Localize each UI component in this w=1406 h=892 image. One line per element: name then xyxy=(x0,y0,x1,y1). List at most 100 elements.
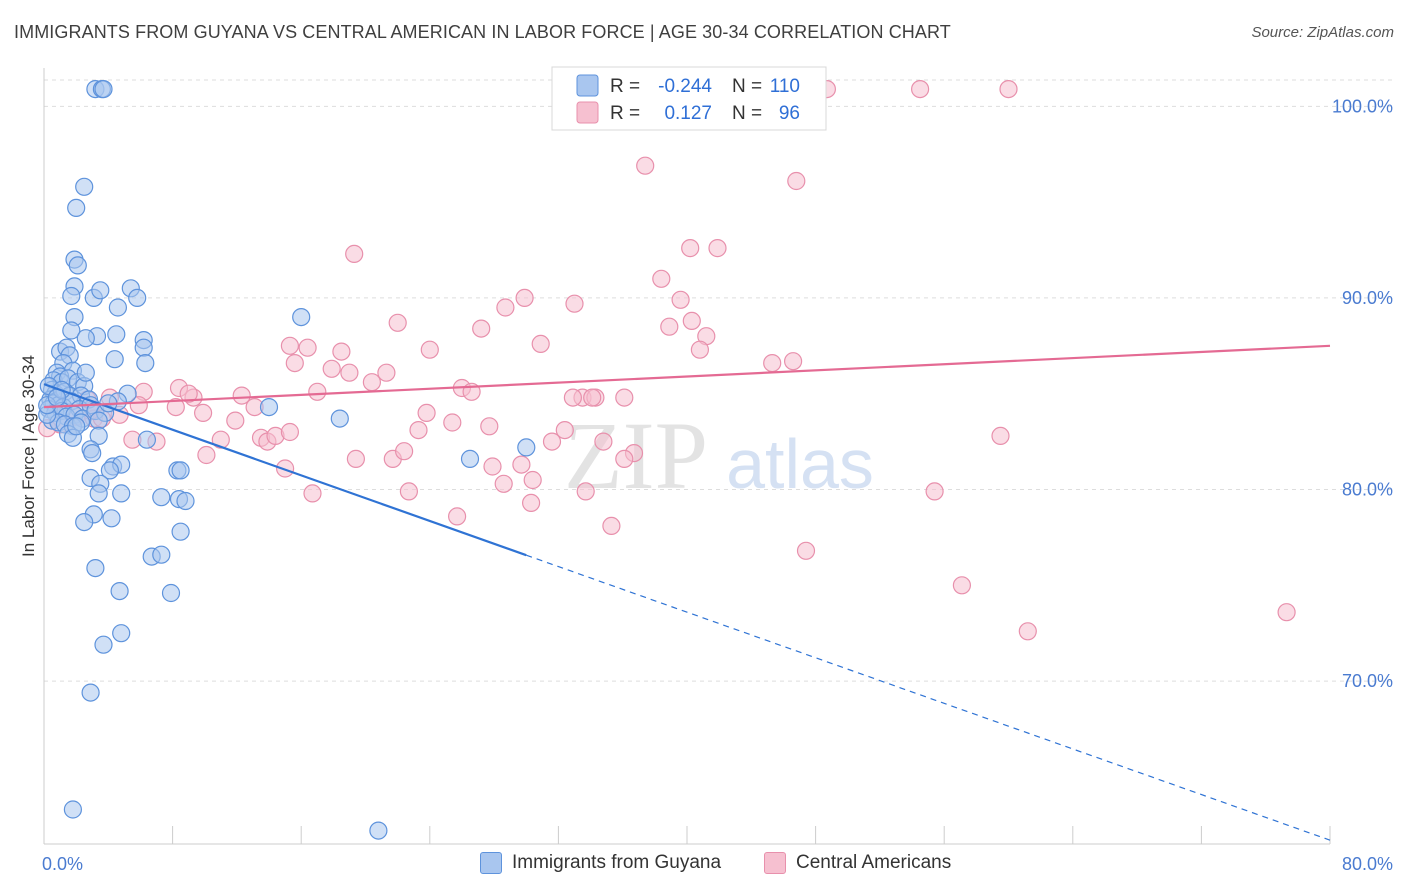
central-americans-point-46 xyxy=(417,403,436,422)
central-americans-point-52 xyxy=(480,417,499,436)
grid-lines xyxy=(44,79,1394,682)
central-americans-point-91 xyxy=(563,388,583,407)
guyana-point-89 xyxy=(110,581,129,601)
central-americans-point-88 xyxy=(583,388,602,407)
central-americans-point-85 xyxy=(952,576,972,595)
central-americans-point-78 xyxy=(303,484,322,503)
guyana-point-66 xyxy=(89,426,108,445)
central-americans-point-27 xyxy=(322,359,341,378)
trend-line-central-americans xyxy=(43,344,1331,409)
legend-label-central-americans: Central Americans xyxy=(796,852,952,873)
central-americans-point-89 xyxy=(615,388,634,407)
central-americans-point-87 xyxy=(1277,603,1296,622)
central-americans-point-45 xyxy=(194,403,213,422)
central-americans-point-66 xyxy=(615,449,634,468)
guyana-point-83 xyxy=(75,512,94,532)
guyana-point-20 xyxy=(134,338,153,357)
central-americans-point-7 xyxy=(708,239,727,258)
central-americans-point-43 xyxy=(166,398,185,417)
guyana-point-91 xyxy=(112,624,131,643)
central-americans-point-6 xyxy=(681,239,700,258)
guyana-point-99 xyxy=(460,449,480,468)
guyana-point-100 xyxy=(517,438,536,457)
y-axis-label: In Labor Force | Age 30-34 xyxy=(19,355,38,557)
axes xyxy=(43,68,1331,845)
y-tick-label-100: 100.0% xyxy=(1332,96,1393,116)
guyana-point-94 xyxy=(63,800,83,819)
central-americans-point-71 xyxy=(395,442,414,461)
central-americans-point-61 xyxy=(555,421,574,440)
legend-r-label-blue: R = xyxy=(610,76,640,97)
central-americans-point-42 xyxy=(129,396,148,415)
central-americans-point-22 xyxy=(332,342,351,361)
central-americans-point-10 xyxy=(515,288,534,307)
guyana-point-27 xyxy=(136,354,155,373)
trend-line-guyana xyxy=(43,383,527,557)
central-americans-point-14 xyxy=(388,313,407,332)
central-americans-point-73 xyxy=(512,455,531,474)
guyana-point-26 xyxy=(105,350,124,369)
guyana-point-18 xyxy=(107,325,126,344)
legend-swatch-pink xyxy=(576,101,599,124)
central-americans-point-82 xyxy=(991,426,1010,445)
legend-item-guyana[interactable]: Immigrants from Guyana xyxy=(480,852,721,874)
central-americans-point-19 xyxy=(531,334,550,353)
guyana-point-77 xyxy=(89,484,108,503)
central-americans-point-76 xyxy=(576,482,595,501)
guyana-point-85 xyxy=(171,522,190,541)
central-americans-point-28 xyxy=(340,363,359,382)
legend-swatch-guyana xyxy=(480,852,502,874)
guyana-point-81 xyxy=(176,491,195,511)
x-tick-label-min: 0.0% xyxy=(42,854,83,874)
guyana-point-10 xyxy=(91,281,110,300)
central-americans-point-5 xyxy=(787,171,806,191)
central-americans-point-81 xyxy=(602,516,621,536)
central-americans-point-21 xyxy=(298,338,317,357)
legend-item-central-americans[interactable]: Central Americans xyxy=(764,852,951,874)
legend-swatch-central-americans xyxy=(764,852,786,874)
guyana-point-63 xyxy=(89,411,108,430)
legend-r-label-pink: R = xyxy=(610,103,640,124)
central-americans-point-77 xyxy=(399,482,418,501)
guyana-point-72 xyxy=(100,461,120,480)
legend-n-value-blue: 110 xyxy=(770,76,800,97)
central-americans-point-23 xyxy=(420,340,439,359)
guyana-point-6 xyxy=(68,256,87,275)
central-americans-point-24 xyxy=(690,340,710,359)
source-label: Source: ZipAtlas.com xyxy=(1251,24,1394,41)
guyana-point-4 xyxy=(67,198,86,217)
y-tick-label-70: 70.0% xyxy=(1342,671,1393,691)
central-americans-point-13 xyxy=(496,298,515,317)
central-americans-point-26 xyxy=(763,354,782,373)
central-americans-point-54 xyxy=(211,430,230,449)
central-americans-point-11 xyxy=(565,294,584,313)
legend-r-value-pink: 0.127 xyxy=(664,103,712,124)
central-americans-point-92 xyxy=(179,384,198,403)
guyana-point-78 xyxy=(112,484,131,503)
central-americans-point-3 xyxy=(999,79,1018,99)
guyana-point-69 xyxy=(83,444,102,463)
central-americans-point-8 xyxy=(345,244,364,263)
central-americans-point-17 xyxy=(682,311,701,330)
central-americans-point-94 xyxy=(280,422,299,442)
guyana-point-87 xyxy=(152,545,171,564)
trend-lines xyxy=(43,344,1331,841)
guyana-point-17 xyxy=(76,329,95,348)
central-americans-point-84 xyxy=(796,541,816,560)
central-americans-point-15 xyxy=(472,319,491,338)
guyana-point-93 xyxy=(81,683,100,702)
central-americans-point-72 xyxy=(483,457,502,476)
guyana-point-90 xyxy=(161,583,181,603)
guyana-point-8 xyxy=(62,286,81,306)
guyana-point-67 xyxy=(137,430,156,449)
central-americans-point-74 xyxy=(494,474,513,493)
guyana-point-74 xyxy=(171,461,190,480)
guyana-point-92 xyxy=(94,635,113,654)
central-americans-point-75 xyxy=(523,470,542,490)
legend-n-label-blue: N = xyxy=(732,76,762,97)
central-americans-point-69 xyxy=(346,449,365,468)
guyana-point-79 xyxy=(152,488,171,507)
series-immigrants-from-guyana xyxy=(38,79,536,840)
central-americans-point-12 xyxy=(671,290,690,309)
